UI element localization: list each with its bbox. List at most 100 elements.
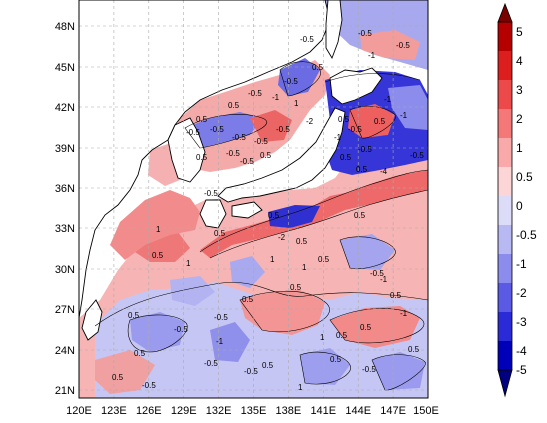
taiwan [81, 299, 103, 341]
contour-label: -1 [400, 111, 408, 120]
lon-tick-label: 138E [276, 405, 302, 417]
south-honshu-cold [268, 205, 320, 228]
warm-patch-center [240, 290, 325, 335]
lon-tick-label: 147E [380, 405, 406, 417]
contour-label: -0.5 [214, 313, 228, 322]
contour-label: 0.5 [214, 229, 226, 238]
lat-tick-label: 45N [55, 62, 75, 74]
lon-tick-label: 141E [310, 405, 336, 417]
contour-label: -1 [384, 95, 392, 104]
warm-patch-east [330, 306, 420, 348]
honshu [217, 107, 346, 203]
contour-label: -0.5 [142, 381, 156, 390]
contour-label: 1 [156, 225, 161, 234]
colorbar-segment [498, 167, 512, 196]
contour-line [339, 236, 396, 270]
contour-label: -0.5 [362, 365, 376, 374]
contour-label: 0.5 [260, 151, 272, 160]
contour-label: 1 [298, 383, 303, 392]
east-china-sea-warm [110, 190, 200, 260]
warm-patch-south [95, 350, 155, 394]
colorbar-labels: 5 4 3 2 1 0.5 0 -0.5 -1 -2 -3 -4 -5 [516, 25, 537, 377]
contour-label: 0.5 [318, 255, 330, 264]
contour-label: -0.5 [358, 29, 372, 38]
contour-lines [94, 61, 428, 391]
contour-line [199, 169, 428, 253]
cool-eddy-4 [372, 352, 425, 390]
contour-line [94, 282, 428, 327]
contour-label: 0.5 [408, 345, 420, 354]
lat-tick-label: 24N [55, 345, 75, 357]
contour-label: -0.5 [348, 125, 362, 134]
contour-label: -0.5 [204, 359, 218, 368]
contour-label: -0.5 [244, 367, 258, 376]
contour-label: -0.5 [358, 145, 372, 154]
okhotsk-red [360, 30, 420, 60]
lon-tick-label: 129E [171, 405, 197, 417]
japan-sea-cool [185, 112, 262, 148]
contour-label: 1 [270, 255, 275, 264]
contour-label: -1 [272, 93, 280, 102]
contour-label: 0.5 [242, 295, 254, 304]
contour-label: -2 [278, 233, 286, 242]
contour-label: 0.5 [296, 237, 308, 246]
colorbar-segment [498, 80, 512, 109]
colorbar-segment [498, 283, 512, 312]
contour-line [349, 105, 396, 139]
sakhalin [325, 0, 343, 60]
contour-label: 0.5 [356, 165, 368, 174]
contour-label: -0.5 [254, 137, 268, 146]
colorbar-top-arrow [497, 2, 513, 23]
contour-label: -0.5 [226, 149, 240, 158]
lon-tick-label: 144E [345, 405, 371, 417]
contour-label: -0.5 [240, 157, 254, 166]
contour-label: 0.5 [390, 291, 402, 300]
contour-label: -0.5 [232, 133, 246, 142]
lat-tick-label: 30N [55, 264, 75, 276]
lat-tick-label: 39N [55, 143, 75, 155]
contour-label: -0.5 [210, 125, 224, 134]
contour-label: -0.5 [284, 77, 298, 86]
map-frame [78, 0, 429, 399]
colorbar-label: 5 [516, 25, 523, 39]
colorbar-segment [498, 51, 512, 80]
contour-label: -0.5 [396, 41, 410, 50]
cool-eddy-7 [170, 276, 215, 306]
contour-label: 0.5 [330, 355, 342, 364]
contour-label: -0.5 [410, 151, 424, 160]
colorbar: 5 4 3 2 1 0.5 0 -0.5 -1 -2 -3 -4 -5 [497, 2, 537, 398]
contour-label: 0.5 [128, 311, 140, 320]
contour-label: 0.5 [196, 115, 208, 124]
colorbar-segment [498, 22, 512, 51]
colorbar-label: -2 [516, 286, 527, 300]
colorbar-segment [498, 254, 512, 283]
cool-eddy-3 [300, 348, 350, 385]
contour-label: -0.5 [174, 325, 188, 334]
lat-tick-label: 36N [55, 183, 75, 195]
oyashio-light [388, 85, 428, 130]
contour-label: -2 [306, 117, 314, 126]
contour-labels: -0.5 -0.5 -1 -0.5 0.5 -0.5 -1 -0.5 1 0.5… [112, 29, 424, 392]
contour-label: 0.5 [360, 323, 372, 332]
colorbar-label: 1 [516, 141, 523, 155]
colorbar-outline [497, 21, 513, 371]
contour-line [279, 61, 321, 97]
contour-label: 0.5 [354, 211, 366, 220]
lat-tick-label: 27N [55, 304, 75, 316]
contour-line [184, 114, 267, 149]
lat-tick-label: 42N [55, 102, 75, 114]
contour-label: -0.5 [370, 269, 384, 278]
contour-line [127, 314, 188, 353]
colorbar-label: -4 [516, 344, 527, 358]
colorbar-label: 4 [516, 54, 523, 68]
contour-label: -1 [380, 275, 388, 284]
colorbar-segment [498, 341, 512, 370]
contour-label: 0.5 [290, 283, 302, 292]
contour-label: 0.5 [152, 251, 164, 260]
contour-line [239, 290, 330, 333]
gridlines [79, 0, 428, 398]
colorbar-label: 2 [516, 112, 523, 126]
contour-label: 0.5 [336, 331, 348, 340]
contour-label: 1 [320, 333, 325, 342]
